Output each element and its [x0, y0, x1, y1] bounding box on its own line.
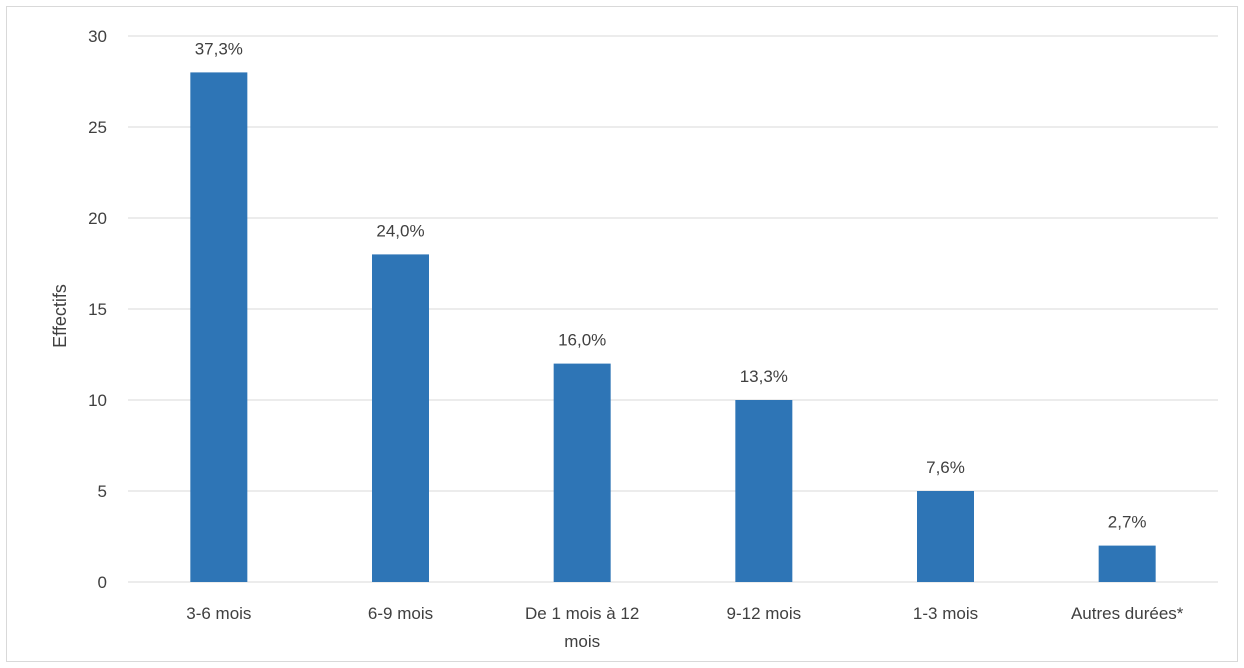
y-tick-label: 0: [98, 573, 107, 592]
data-label: 7,6%: [926, 458, 965, 477]
bar-chart: 37,3% 24,0% 16,0% 13,3% 7,6% 2,7% 0 5 10 15 20 25 3…: [50, 27, 1218, 651]
x-tick-label: 6-9 mois: [368, 604, 433, 623]
gridlines: [128, 35, 1218, 583]
x-tick-label: 3-6 mois: [186, 604, 251, 623]
data-label: 24,0%: [376, 221, 424, 240]
x-tick-label: 9-12 mois: [727, 604, 802, 623]
x-tick-label: Autres durées*: [1071, 604, 1184, 623]
x-tick-label: 1-3 mois: [913, 604, 978, 623]
y-tick-label: 15: [88, 300, 107, 319]
data-label: 37,3%: [195, 39, 243, 58]
y-tick-label: 10: [88, 391, 107, 410]
bar: [735, 400, 793, 582]
y-axis-title: Effectifs: [50, 284, 70, 348]
bar: [190, 72, 248, 583]
data-label: 13,3%: [740, 367, 788, 386]
data-label: 16,0%: [558, 331, 606, 350]
y-tick-label: 5: [98, 482, 107, 501]
x-tick-label: De 1 mois à 12 mois: [525, 604, 639, 651]
bar: [917, 491, 974, 582]
bar: [553, 363, 611, 582]
x-axis-ticks: 3-6 mois 6-9 mois De 1 mois à 12 mois 9-12 m…: [186, 604, 1184, 651]
y-tick-label: 30: [88, 27, 107, 46]
data-labels: 37,3% 24,0% 16,0% 13,3% 7,6% 2,7%: [195, 39, 1147, 531]
bar: [1098, 545, 1156, 582]
data-label: 2,7%: [1108, 513, 1147, 532]
y-axis-ticks: 0 5 10 15 20 25 30: [88, 27, 107, 592]
chart-frame: 37,3% 24,0% 16,0% 13,3% 7,6% 2,7% 0 5 10 15 20 25 3…: [6, 6, 1238, 662]
bars: [190, 72, 1156, 583]
y-tick-label: 25: [88, 118, 107, 137]
y-tick-label: 20: [88, 209, 107, 228]
bar: [372, 254, 429, 582]
